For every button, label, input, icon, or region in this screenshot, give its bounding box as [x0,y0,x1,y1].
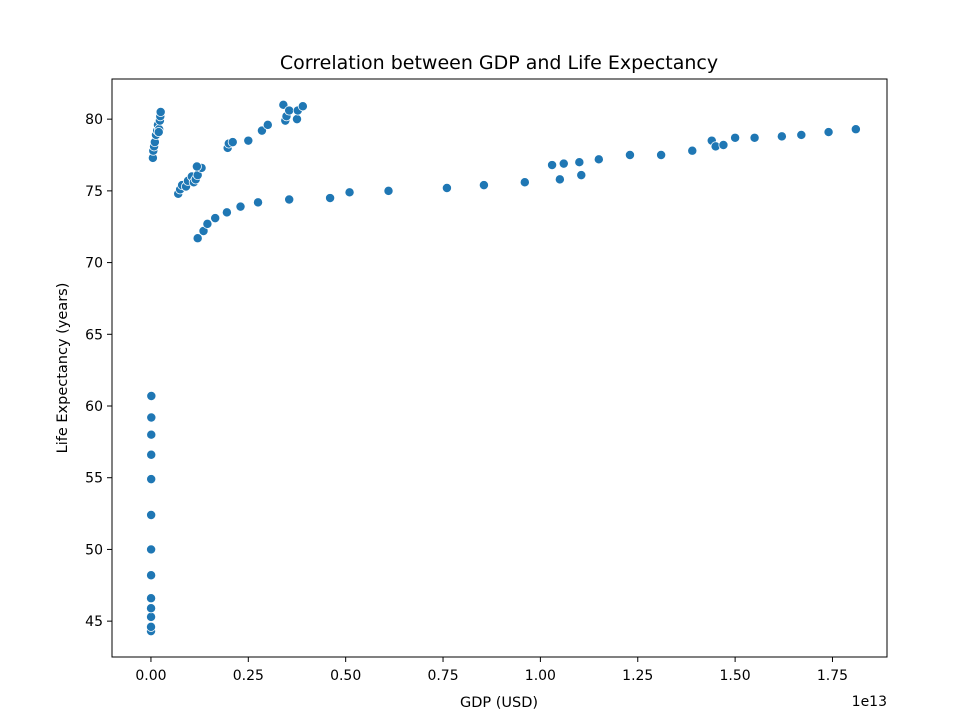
data-point [227,137,238,148]
data-point [383,185,394,196]
data-point [344,187,355,198]
data-point [146,390,157,401]
data-point [235,201,246,212]
data-point [547,160,558,171]
y-tick-label: 75 [85,184,103,200]
data-point [202,218,213,229]
x-axis-ticks: 0.00 0.25 0.50 0.75 1.00 1.25 1.50 1.75 [135,657,848,684]
y-tick-label: 55 [85,471,103,487]
x-tick-label: 0.50 [330,668,361,684]
x-tick-label: 0.75 [427,668,458,684]
chart-title: Correlation between GDP and Life Expecta… [280,52,718,74]
data-point [325,193,336,204]
data-point [850,124,861,135]
data-point [624,150,635,160]
data-point [146,544,157,555]
data-point [297,101,308,112]
data-point [823,127,834,138]
y-tick-label: 65 [85,327,103,343]
data-point [192,233,203,244]
data-point [262,119,273,130]
data-point [441,183,452,193]
y-axis-ticks: 45 50 55 60 65 70 75 80 [85,112,112,630]
data-point [153,127,164,138]
data-point [749,132,760,143]
x-tick-label: 0.25 [233,668,264,684]
data-point [155,107,166,117]
y-tick-label: 80 [85,112,103,128]
data-point [146,474,157,485]
data-point [656,150,667,160]
plot-area-frame [111,78,888,658]
x-axis-offset-label: 1e13 [852,694,887,710]
data-point [796,129,807,140]
x-tick-label: 1.00 [525,668,556,684]
data-point [718,140,729,150]
data-point [284,194,295,205]
y-tick-label: 50 [85,542,103,558]
y-tick-label: 60 [85,399,103,415]
data-point [687,145,698,156]
data-point [576,170,587,181]
data-point [146,611,157,622]
data-point [776,131,787,142]
data-point [146,593,157,604]
data-point [146,603,157,614]
data-point [593,154,604,165]
points-layer [146,99,861,637]
y-axis-title: Life Expectancy (years) [55,283,71,454]
data-point [284,105,295,116]
data-point [146,570,157,581]
data-point [478,180,489,191]
data-point [554,174,565,185]
y-tick-label: 70 [85,256,103,272]
data-point [292,114,302,125]
data-point [146,449,157,460]
x-axis-title: GDP (USD) [460,695,538,711]
data-point [210,213,221,224]
data-point [146,621,156,632]
x-tick-label: 1.75 [817,668,848,684]
data-point [730,132,741,143]
data-point [558,158,569,169]
x-tick-label: 1.25 [622,668,653,684]
y-tick-label: 45 [85,614,103,630]
data-point [221,207,232,218]
x-tick-label: 1.50 [720,668,751,684]
data-point [243,135,254,146]
data-point [574,157,585,168]
data-point [146,429,157,440]
data-point [146,412,157,423]
data-point [519,177,530,188]
data-point [191,161,202,172]
data-point [253,197,264,208]
data-point [146,510,157,520]
x-tick-label: 0.00 [135,668,166,684]
